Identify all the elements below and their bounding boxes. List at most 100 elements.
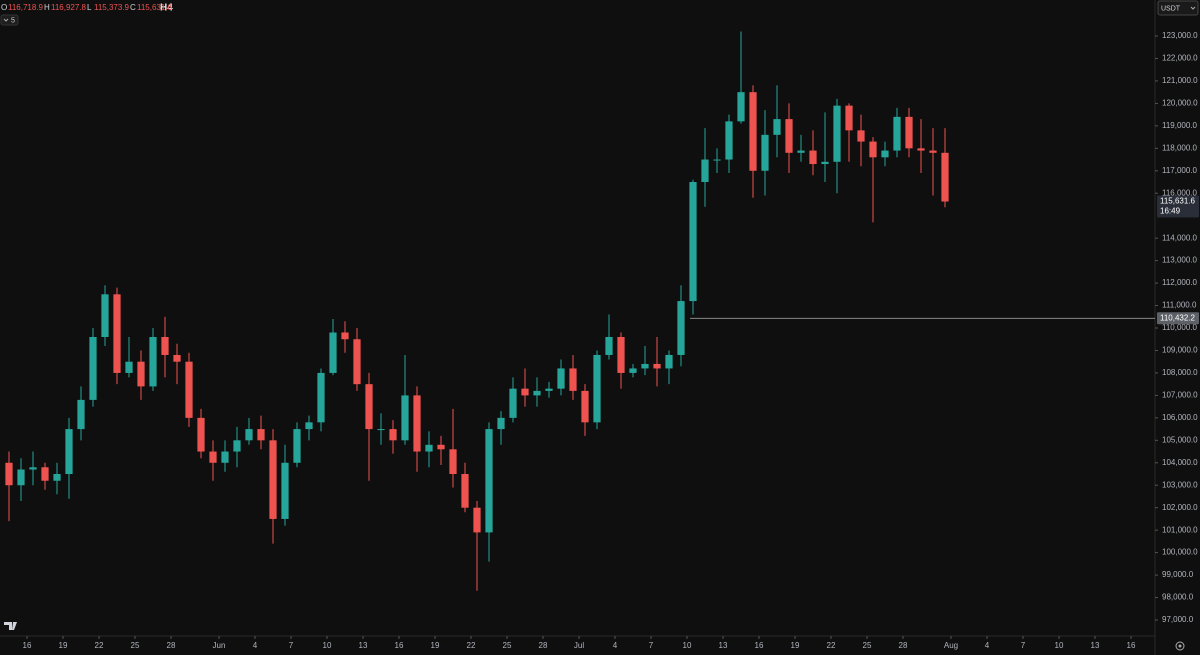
y-tick-label: 121,000.0 (1162, 76, 1198, 85)
x-tick-label: 4 (613, 641, 618, 650)
x-tick-label: 19 (59, 641, 68, 650)
logo-mark (4, 622, 17, 630)
candle-body (593, 354, 601, 423)
last-price-box (1157, 195, 1199, 218)
candle-body (173, 354, 181, 362)
candle-body (545, 388, 553, 391)
y-tick-label: 100,000.0 (1162, 548, 1198, 557)
y-tick-label: 99,000.0 (1162, 570, 1194, 579)
candle-body (497, 417, 505, 430)
x-tick-label: 25 (131, 641, 140, 650)
logo (4, 622, 17, 630)
candle-body (881, 150, 889, 158)
candle-body (461, 474, 469, 508)
candle-body (269, 440, 277, 519)
x-tick-label: 13 (719, 641, 728, 650)
candle-body (161, 336, 169, 355)
candle-body (941, 152, 949, 202)
candle-body (149, 336, 157, 387)
y-tick-label: 106,000.0 (1162, 413, 1198, 422)
x-tick-label: 13 (359, 641, 368, 650)
badge[interactable] (0, 14, 19, 26)
candle-body (929, 150, 937, 153)
candle-body (485, 429, 493, 533)
x-tick-label: 25 (863, 641, 872, 650)
y-tick-label: 123,000.0 (1162, 31, 1198, 40)
y-tick-label: 105,000.0 (1162, 435, 1198, 444)
candle-body (329, 332, 337, 373)
settings[interactable] (1175, 641, 1185, 651)
candle-body (89, 336, 97, 400)
candle-body (341, 332, 349, 340)
quote-selector[interactable]: USDT (1157, 0, 1199, 16)
candle-body (557, 368, 565, 389)
ohlc-key: C (130, 3, 136, 12)
candle-body (833, 105, 841, 162)
candle-body (389, 429, 397, 441)
indicator-toggle[interactable]: 5 (0, 14, 19, 26)
last-price-label: 115,631.6 (1160, 197, 1196, 206)
x-tick-label: 10 (683, 641, 692, 650)
y-tick-label: 119,000.0 (1162, 121, 1198, 130)
candle-body (677, 301, 685, 355)
y-tick-label: 116,000.0 (1162, 188, 1198, 197)
candle-body (401, 395, 409, 441)
candle-body (365, 384, 373, 430)
y-tick-label: 98,000.0 (1162, 593, 1194, 602)
candle-body (437, 444, 445, 450)
dropdown[interactable] (1157, 0, 1199, 16)
x-tick-label: 10 (1055, 641, 1064, 650)
candle-body (857, 130, 865, 142)
ohlc-key: L (87, 3, 92, 12)
candle-body (533, 390, 541, 396)
candle-body (17, 469, 25, 486)
y-tick-label: 112,000.0 (1162, 278, 1198, 287)
candle-body (785, 119, 793, 153)
candle-body (641, 363, 649, 369)
candle-body (233, 440, 241, 452)
x-tick-label: 7 (289, 641, 294, 650)
candle-body (101, 294, 109, 337)
candle-body (845, 105, 853, 131)
x-tick-label: 7 (649, 641, 654, 650)
candle-body (665, 354, 673, 369)
x-tick-label: 16 (1127, 641, 1136, 650)
x-tick-label: 10 (323, 641, 332, 650)
x-tick-label: 25 (503, 641, 512, 650)
x-tick-label: Jun (213, 641, 226, 650)
x-tick-label: 22 (827, 641, 836, 650)
candle-body (353, 339, 361, 385)
x-tick-label: 28 (899, 641, 908, 650)
candle-body (29, 467, 37, 470)
x-tick-label: 19 (431, 641, 440, 650)
candle-body (473, 507, 481, 533)
x-tick-label: 22 (467, 641, 476, 650)
ohlc-value: 115,631.6 (137, 3, 173, 12)
gear-hub (1178, 644, 1182, 648)
candle-body (821, 161, 829, 165)
quote: USDT (1161, 5, 1181, 12)
x-tick-label: Aug (944, 641, 958, 650)
candle-body (245, 429, 253, 441)
candle-body (521, 388, 529, 396)
x-tick-label: 28 (167, 641, 176, 650)
candle-body (221, 451, 229, 463)
y-tick-label: 122,000.0 (1162, 54, 1198, 63)
candle-body (65, 429, 73, 475)
y-tick-label: 103,000.0 (1162, 480, 1198, 489)
candle-body (5, 462, 13, 486)
y-tick-label: 111,000.0 (1162, 301, 1197, 310)
x-tick-label: 4 (985, 641, 990, 650)
gear[interactable] (1175, 641, 1185, 651)
y-tick-label: 118,000.0 (1162, 143, 1198, 152)
candle-body (125, 361, 133, 373)
x-tick-label: 16 (395, 641, 404, 650)
ohlc-value: 115,373.9 (94, 3, 130, 12)
y-tick-label: 120,000.0 (1162, 99, 1198, 108)
candle-body (917, 148, 925, 151)
countdown: 16:49 (1160, 207, 1181, 216)
candle-body (377, 429, 385, 431)
